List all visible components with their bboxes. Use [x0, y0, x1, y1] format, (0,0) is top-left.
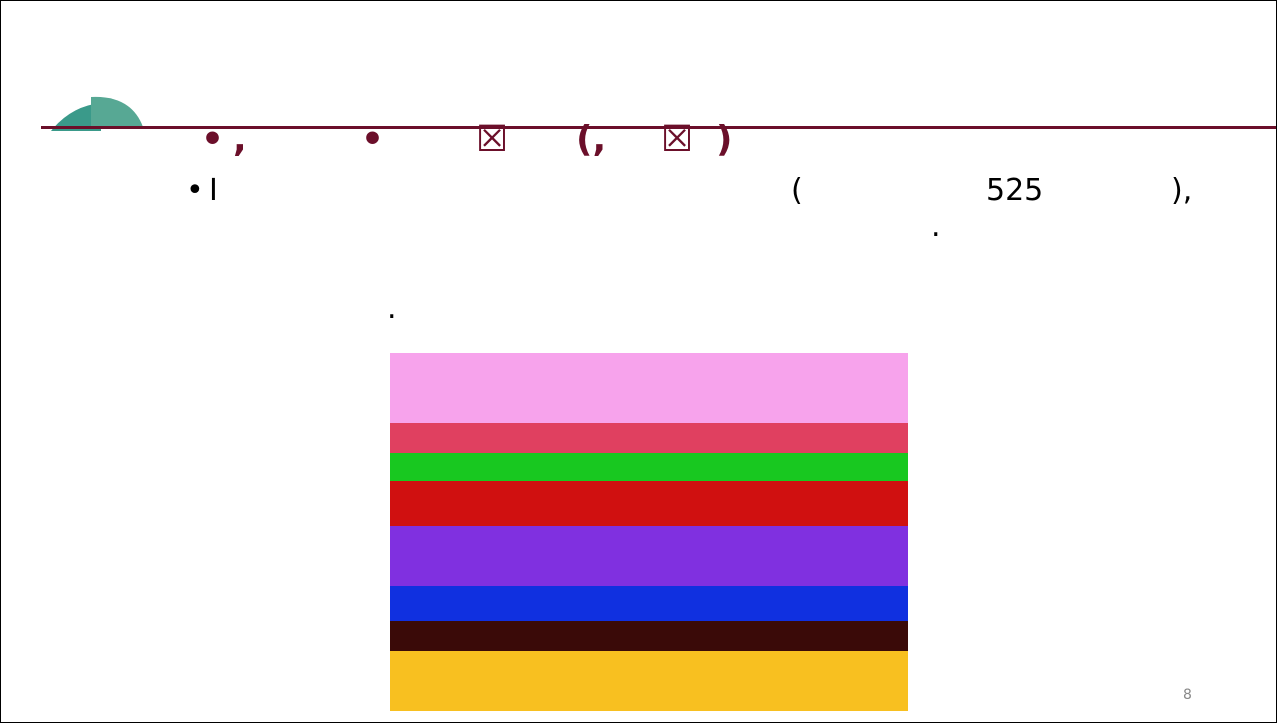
bullet-text: ), — [1171, 173, 1192, 208]
slide: • , • ☒ (, ☒ ) • I ( 525 ), . . 8 — [0, 0, 1277, 723]
title-part: ☒ — [476, 119, 508, 160]
bullet-text: 525 — [986, 173, 1043, 208]
header-rule — [41, 126, 1277, 129]
decor — [1, 1, 1277, 723]
dot: . — [387, 291, 397, 326]
title-part: • — [201, 119, 224, 160]
bullet-marker: • — [186, 173, 204, 208]
page-number: 8 — [1183, 687, 1192, 703]
title-part: ) — [716, 119, 732, 160]
logo — [91, 97, 143, 129]
dot: . — [931, 209, 941, 244]
bullet-text: I — [209, 173, 218, 208]
title-part: , — [233, 119, 247, 160]
title-part: • — [361, 119, 384, 160]
embedded-image — [390, 353, 908, 711]
bullet-text: ( — [791, 173, 803, 208]
title-part: (, — [576, 119, 606, 160]
title-part: ☒ — [661, 119, 693, 160]
